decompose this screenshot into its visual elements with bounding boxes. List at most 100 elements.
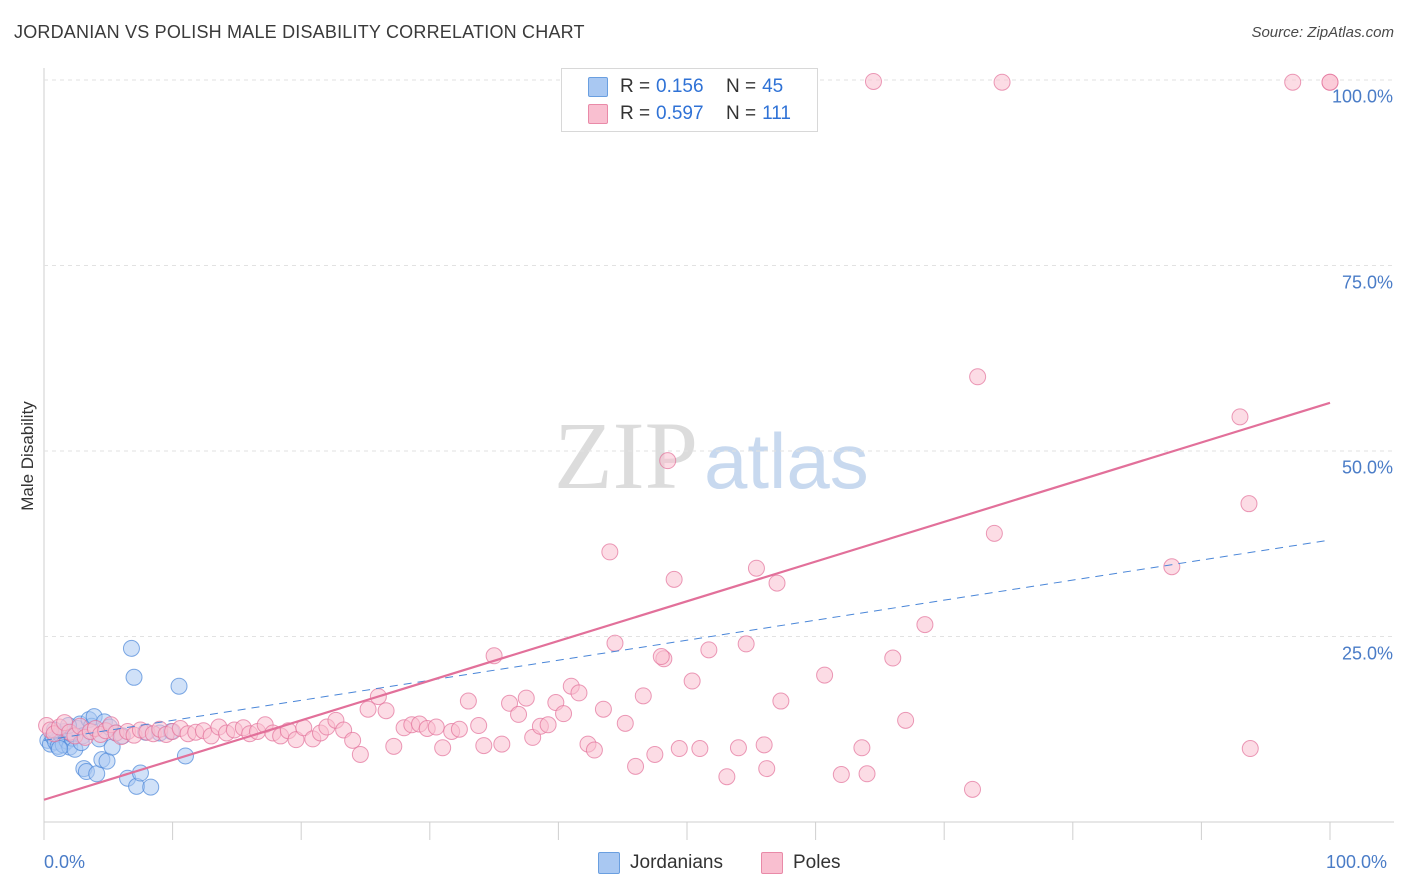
- y-tick-label: 100.0%: [1331, 86, 1393, 107]
- watermark-atlas: atlas: [704, 417, 869, 505]
- chart-title: JORDANIAN VS POLISH MALE DISABILITY CORR…: [14, 22, 585, 42]
- data-point-poles: [434, 739, 452, 757]
- data-point-jordanians: [50, 740, 68, 758]
- data-point-poles: [1321, 73, 1339, 91]
- legend-row-poles: R = 0.597 N = 111: [588, 103, 791, 125]
- data-point-poles: [351, 745, 369, 763]
- data-point-poles: [768, 574, 786, 592]
- data-point-poles: [570, 684, 588, 702]
- data-point-poles: [616, 714, 634, 732]
- data-point-poles: [993, 73, 1011, 91]
- trend-line-poles: [43, 401, 1331, 801]
- data-point-poles: [1284, 73, 1302, 91]
- data-point-poles: [858, 765, 876, 783]
- data-point-poles: [864, 72, 882, 90]
- data-point-poles: [377, 702, 395, 720]
- data-point-poles: [718, 768, 736, 786]
- data-point-poles: [670, 740, 688, 758]
- data-point-poles: [627, 757, 645, 775]
- data-point-poles: [665, 570, 683, 588]
- x-tick-label-max: 100.0%: [1326, 852, 1388, 872]
- x-tick-label-min: 0.0%: [44, 852, 86, 872]
- y-tick-label: 25.0%: [1341, 643, 1393, 663]
- legend-r-value: 0.597: [656, 103, 704, 124]
- data-point-poles: [501, 694, 519, 712]
- legend-item-jordanians[interactable]: Jordanians: [598, 852, 723, 874]
- legend-n-label: N =: [726, 103, 757, 124]
- data-point-poles: [816, 666, 834, 684]
- data-point-poles: [737, 635, 755, 653]
- legend-label-poles: Poles: [793, 852, 841, 873]
- data-point-poles: [1231, 408, 1249, 426]
- legend-n-label: N =: [726, 76, 757, 97]
- data-point-poles: [287, 731, 305, 749]
- series-legend: Jordanians Poles: [0, 852, 1406, 876]
- data-point-jordanians: [170, 677, 188, 695]
- legend-swatch-jordanians: [588, 77, 608, 97]
- data-point-poles: [427, 718, 445, 736]
- data-point-poles: [555, 705, 573, 723]
- data-point-poles: [897, 711, 915, 729]
- legend-item-poles[interactable]: Poles: [761, 852, 841, 874]
- legend-swatch-poles: [761, 852, 783, 874]
- data-point-poles: [517, 689, 535, 707]
- legend-n-value: 45: [762, 76, 784, 97]
- data-point-poles: [585, 741, 603, 759]
- data-point-poles: [1240, 495, 1258, 513]
- legend-n-value: 111: [762, 103, 791, 124]
- data-point-poles: [510, 705, 528, 723]
- legend-swatch-jordanians: [598, 852, 620, 874]
- data-point-poles: [758, 760, 776, 778]
- data-point-poles: [729, 739, 747, 757]
- data-point-poles: [755, 736, 773, 754]
- legend-r-label: R =: [620, 103, 651, 124]
- legend-swatch-poles: [588, 104, 608, 124]
- data-point-jordanians: [125, 668, 143, 686]
- watermark: ZIPatlas: [554, 400, 869, 511]
- source-label: Source: ZipAtlas.com: [1251, 24, 1394, 41]
- data-point-jordanians: [142, 778, 160, 796]
- data-point-poles: [606, 634, 624, 652]
- data-point-jordanians: [122, 639, 140, 657]
- y-tick-label: 50.0%: [1341, 457, 1393, 478]
- data-point-poles: [344, 731, 362, 749]
- data-point-poles: [963, 780, 981, 798]
- y-tick-label: 75.0%: [1341, 272, 1393, 292]
- data-point-poles: [969, 368, 987, 386]
- data-point-poles: [691, 740, 709, 758]
- data-point-poles: [475, 737, 493, 755]
- data-point-poles: [747, 559, 765, 577]
- data-point-poles: [659, 452, 677, 470]
- data-point-poles: [985, 524, 1003, 542]
- data-point-poles: [450, 720, 468, 738]
- trend-line-jordanians: [43, 539, 1331, 741]
- data-point-poles: [646, 745, 664, 763]
- data-point-jordanians: [98, 752, 116, 770]
- data-point-poles: [772, 692, 790, 710]
- data-point-poles: [1163, 558, 1181, 576]
- data-point-poles: [470, 717, 488, 735]
- data-point-poles: [884, 649, 902, 667]
- legend-row-jordanians: R = 0.156 N = 45: [588, 76, 783, 98]
- data-point-poles: [832, 766, 850, 784]
- data-point-poles: [385, 737, 403, 755]
- data-point-poles: [594, 700, 612, 718]
- data-point-poles: [683, 672, 701, 690]
- data-point-poles: [634, 687, 652, 705]
- data-point-poles: [1241, 740, 1259, 758]
- data-point-poles: [459, 692, 477, 710]
- legend-label-jordanians: Jordanians: [630, 852, 723, 873]
- legend-r-label: R =: [620, 76, 651, 97]
- y-axis-label: Male Disability: [18, 401, 37, 511]
- data-point-poles: [916, 616, 934, 634]
- data-point-poles: [539, 716, 557, 734]
- stats-legend: R = 0.156 N = 45 R = 0.597 N = 111: [561, 68, 818, 132]
- legend-r-value: 0.156: [656, 76, 704, 97]
- data-point-poles: [652, 648, 670, 666]
- data-point-poles: [853, 739, 871, 757]
- data-point-poles: [601, 543, 619, 561]
- data-point-poles: [359, 700, 377, 718]
- data-point-poles: [493, 735, 511, 753]
- data-point-poles: [700, 641, 718, 659]
